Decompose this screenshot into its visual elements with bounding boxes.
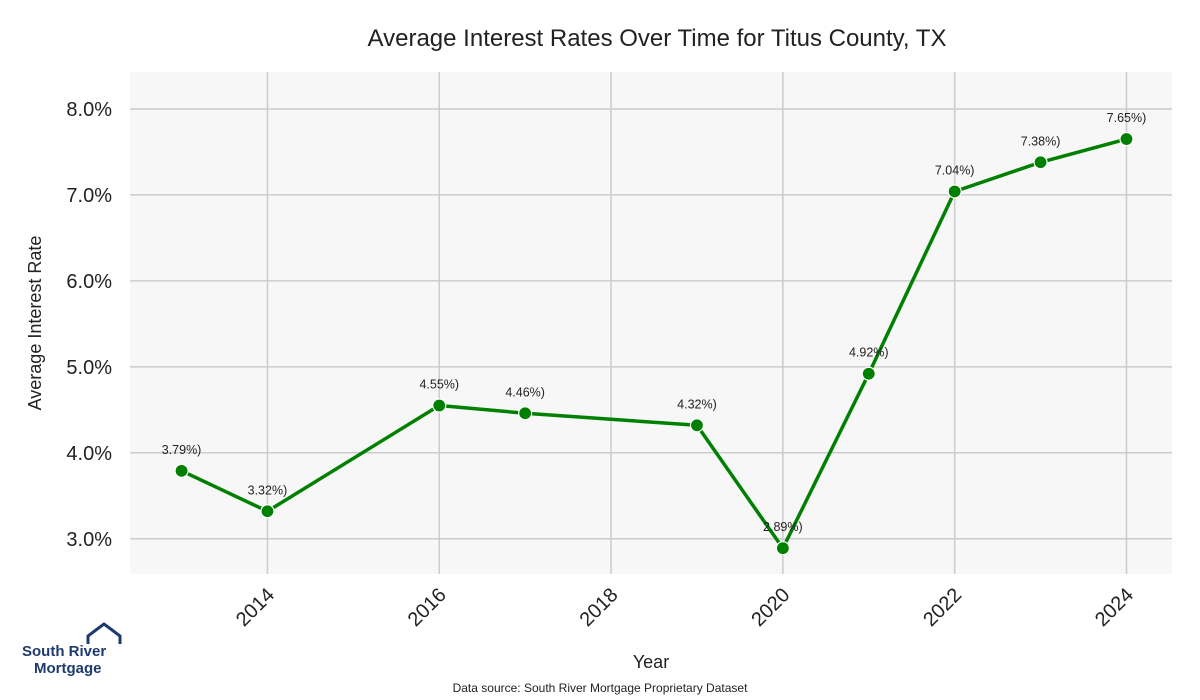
data-label: 4.55%) [419, 378, 459, 392]
data-point [432, 398, 447, 413]
series-line [180, 137, 1127, 550]
data-point [174, 463, 189, 478]
data-source-note: Data source: South River Mortgage Propri… [452, 681, 748, 695]
data-label: 4.92%) [849, 346, 889, 360]
data-label: 4.32%) [677, 397, 717, 411]
y-tick-label: 8.0% [66, 99, 112, 121]
y-tick-label: 3.0% [66, 529, 112, 551]
y-tick-label: 6.0% [66, 271, 112, 293]
x-tick-label: 2022 [919, 584, 966, 631]
x-tick-label: 2014 [232, 584, 279, 631]
x-tick-label: 2024 [1091, 584, 1138, 631]
data-label: 7.65%) [1107, 111, 1147, 125]
data-point [775, 541, 790, 556]
data-point [947, 184, 962, 199]
x-tick-label: 2020 [747, 584, 794, 631]
logo-text-line2: Mortgage [34, 660, 102, 677]
data-point [260, 504, 275, 519]
company-logo: South River Mortgage [22, 622, 122, 682]
data-point [861, 366, 876, 381]
house-icon [86, 622, 122, 644]
data-label: 7.38%) [1021, 134, 1061, 148]
y-tick-label: 7.0% [66, 185, 112, 207]
y-tick-label: 4.0% [66, 443, 112, 465]
y-axis-label: Average Interest Rate [25, 236, 45, 411]
logo-text-line1: South River [22, 643, 107, 660]
x-axis-label: Year [633, 652, 669, 672]
x-tick-label: 2016 [404, 584, 451, 631]
data-label: 3.79%) [162, 443, 202, 457]
x-tick-label: 2018 [576, 584, 623, 631]
data-point [518, 406, 533, 421]
data-point [689, 418, 705, 433]
data-point [1119, 131, 1134, 147]
data-label: 4.46%) [505, 385, 545, 399]
y-tick-label: 5.0% [66, 357, 112, 379]
data-label: 7.04%) [935, 163, 975, 177]
data-point [1033, 155, 1048, 170]
data-label: 2.89%) [763, 520, 803, 534]
chart-title: Average Interest Rates Over Time for Tit… [368, 25, 947, 52]
data-label: 3.32%) [248, 483, 288, 497]
